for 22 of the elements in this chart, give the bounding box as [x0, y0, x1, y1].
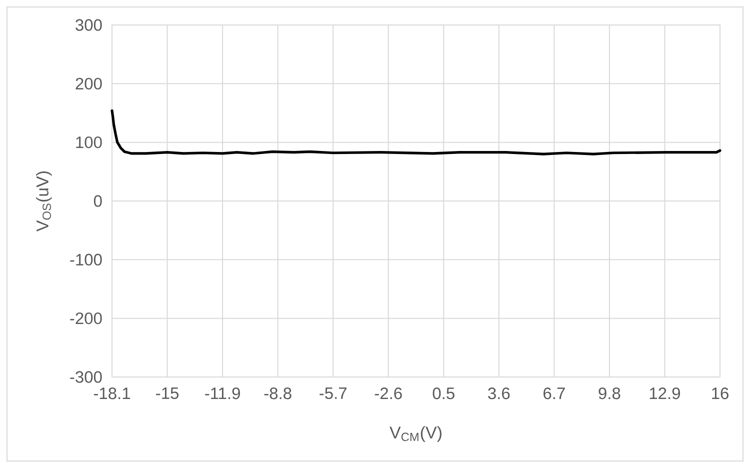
- x-axis-title: V$_{CM}$(V): [390, 426, 442, 442]
- y-tick-label: 300: [76, 19, 102, 31]
- x-tick-label: -8.8: [264, 388, 292, 400]
- x-tick-label: 16: [712, 388, 728, 400]
- y-tick-label: 0: [94, 195, 102, 207]
- y-tick-label: -100: [70, 254, 102, 266]
- x-tick-label: -2.6: [374, 388, 402, 400]
- line-series: [110, 109, 722, 156]
- x-tick-label: -15: [156, 388, 179, 400]
- x-tick-label: -11.9: [205, 388, 240, 400]
- x-tick-label: 9.8: [598, 388, 620, 400]
- y-tick-label: 100: [76, 136, 102, 148]
- x-tick-label: 6.7: [544, 388, 565, 400]
- x-tick-label: -18.1: [94, 388, 130, 400]
- x-tick-label: -5.7: [320, 388, 346, 400]
- x-tick-label: 3.6: [488, 388, 510, 400]
- x-tick-label: 0.5: [432, 388, 454, 400]
- x-tick-label: 12.9: [650, 388, 680, 400]
- y-tick-label: -300: [70, 371, 102, 383]
- y-axis-title: V$_{OS}$(uV): [36, 171, 52, 232]
- y-tick-label: 200: [76, 78, 102, 90]
- y-tick-label: -200: [70, 312, 102, 324]
